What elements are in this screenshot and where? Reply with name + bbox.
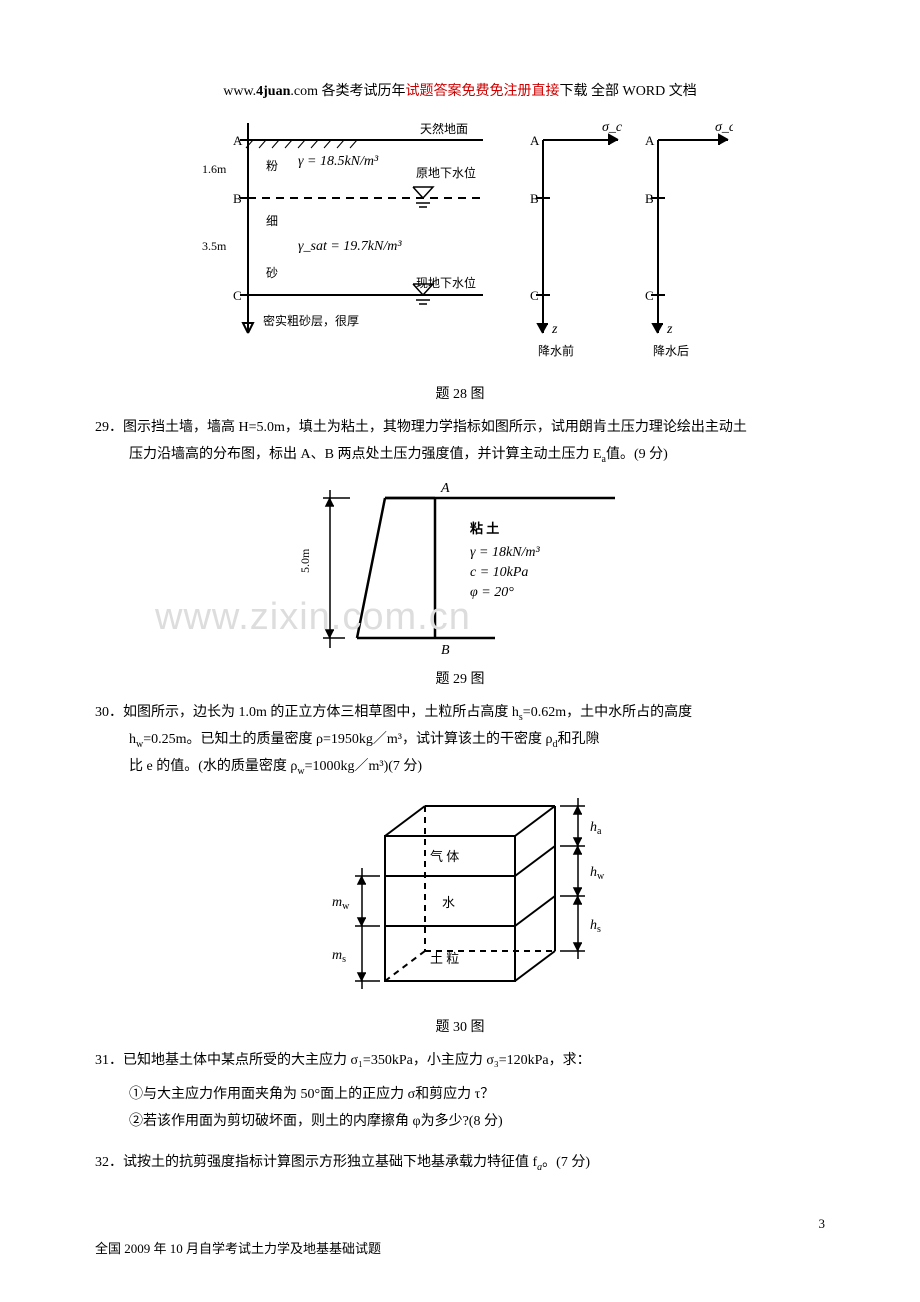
question-30: 30．如图所示，边长为 1.0m 的正立方体三相草图中，土粒所占高度 hs=0.…	[95, 700, 825, 780]
figure-28-svg: A B C 1.6m 3.5m 粉 细 砂 γ = 18.5kN/m³ γ_sa…	[188, 115, 733, 373]
figure-28: A B C 1.6m 3.5m 粉 细 砂 γ = 18.5kN/m³ γ_sa…	[95, 115, 825, 373]
page-number: 3	[819, 1216, 826, 1232]
figure-28-caption: 题 28 图	[95, 383, 825, 403]
fig30-gas: 气 体	[430, 849, 459, 864]
fig28-A: A	[233, 133, 243, 148]
q29-num: 29．	[95, 420, 123, 435]
fig28-soil1: 粉	[266, 159, 278, 173]
fig29-c: c = 10kPa	[470, 565, 528, 580]
question-32: 32．试按土的抗剪强度指标计算图示方形独立基础下地基承载力特征值 fa。(7 分…	[95, 1150, 825, 1177]
fig28-before: 降水前	[538, 343, 574, 358]
fig29-B: B	[441, 643, 450, 658]
header-suffix: 下载 全部 WORD 文档	[559, 84, 696, 99]
fig28-after: 降水后	[653, 344, 689, 358]
fig30-hw: hw	[590, 865, 605, 882]
footer-text: 全国 2009 年 10 月自学考试土力学及地基基础试题	[95, 1238, 381, 1257]
q30-t1a: 如图所示，边长为 1.0m 的正立方体三相草图中，土粒所占高度 h	[123, 705, 519, 720]
figure-30-caption: 题 30 图	[95, 1016, 825, 1036]
q29-t2: 压力沿墙高的分布图，标出 A、B 两点处土压力强度值，并计算主动土压力 E	[129, 447, 602, 462]
header-mid: .com 各类考试历年	[290, 84, 405, 99]
fig28-gw1: 原地下水位	[416, 165, 476, 180]
svg-text:σ_c: σ_c	[602, 120, 623, 135]
svg-text:z: z	[551, 322, 558, 337]
fig28-C: C	[233, 288, 242, 303]
svg-text:B: B	[530, 191, 539, 206]
q31-num: 31．	[95, 1053, 123, 1068]
question-31: 31．已知地基土体中某点所受的大主应力 σ₁=350kPa，小主应力 σ₃=12…	[95, 1048, 825, 1075]
figure-29: 5.0m A B 粘 土 γ = 18kN/m³ c = 10kPa φ = 2…	[95, 478, 825, 658]
svg-text:C: C	[645, 288, 654, 303]
fig28-surf: 天然地面	[420, 121, 468, 136]
svg-text:C: C	[530, 288, 539, 303]
fig29-phi: φ = 20°	[470, 585, 514, 600]
fig28-g1: γ = 18.5kN/m³	[298, 154, 379, 169]
q32-t: 试按土的抗剪强度指标计算图示方形独立基础下地基承载力特征值 f	[123, 1155, 537, 1170]
figure-29-svg: 5.0m A B 粘 土 γ = 18kN/m³ c = 10kPa φ = 2…	[295, 478, 625, 658]
fig28-h1: 1.6m	[202, 162, 227, 176]
header-bold: 4juan	[256, 84, 290, 99]
fig28-gw2: 现地下水位	[416, 275, 476, 290]
q32-num: 32．	[95, 1155, 123, 1170]
q31-sub2: ②若该作用面为剪切破坏面，则土的内摩擦角 φ为多少?(8 分)	[95, 1109, 825, 1136]
fig29-h: 5.0m	[298, 548, 312, 573]
fig29-soil: 粘 土	[469, 521, 499, 536]
header-red: 试题答案免费免注册直接	[405, 84, 559, 99]
q31-sub1: ①与大主应力作用面夹角为 50°面上的正应力 σ和剪应力 τ？	[95, 1082, 825, 1109]
fig28-soil3: 砂	[266, 266, 278, 280]
question-29: 29．图示挡土墙，墙高 H=5.0m，填土为粘土，其物理力学指标如图所示，试用朗…	[95, 415, 825, 468]
fig30-water: 水	[442, 895, 455, 910]
q29-t2e: 值。(9 分)	[606, 447, 668, 462]
svg-text:z: z	[666, 322, 673, 337]
q30-num: 30．	[95, 705, 123, 720]
figure-30-svg: 气 体 水 土 粒 mw ms ha hw hs	[290, 791, 630, 1006]
fig30-ha: ha	[590, 820, 602, 837]
page-header: www.4juan.com 各类考试历年试题答案免费免注册直接下载 全部 WOR…	[95, 80, 825, 100]
fig30-ms: ms	[332, 948, 346, 965]
svg-text:B: B	[645, 191, 654, 206]
svg-text:A: A	[530, 133, 540, 148]
fig29-g: γ = 18kN/m³	[470, 545, 541, 560]
header-prefix: www.	[223, 84, 256, 99]
q29-t1: 图示挡土墙，墙高 H=5.0m，填土为粘土，其物理力学指标如图所示，试用朗肯土压…	[123, 420, 747, 435]
fig28-B: B	[233, 191, 242, 206]
svg-text:σ_c: σ_c	[715, 120, 733, 135]
fig29-A: A	[440, 481, 450, 496]
figure-29-caption: 题 29 图	[95, 668, 825, 688]
fig28-g2: γ_sat = 19.7kN/m³	[298, 239, 402, 254]
fig28-soil2: 细	[266, 214, 278, 228]
q31-t1: 已知地基土体中某点所受的大主应力 σ₁=350kPa，小主应力 σ₃=120kP…	[123, 1053, 591, 1068]
figure-30: 气 体 水 土 粒 mw ms ha hw hs	[95, 791, 825, 1006]
fig30-mw: mw	[332, 895, 350, 912]
fig30-hs: hs	[590, 918, 601, 935]
fig28-h2: 3.5m	[202, 239, 227, 253]
fig28-bot: 密实粗砂层，很厚	[263, 313, 359, 328]
svg-text:A: A	[645, 133, 655, 148]
fig30-solid: 土 粒	[430, 951, 459, 966]
